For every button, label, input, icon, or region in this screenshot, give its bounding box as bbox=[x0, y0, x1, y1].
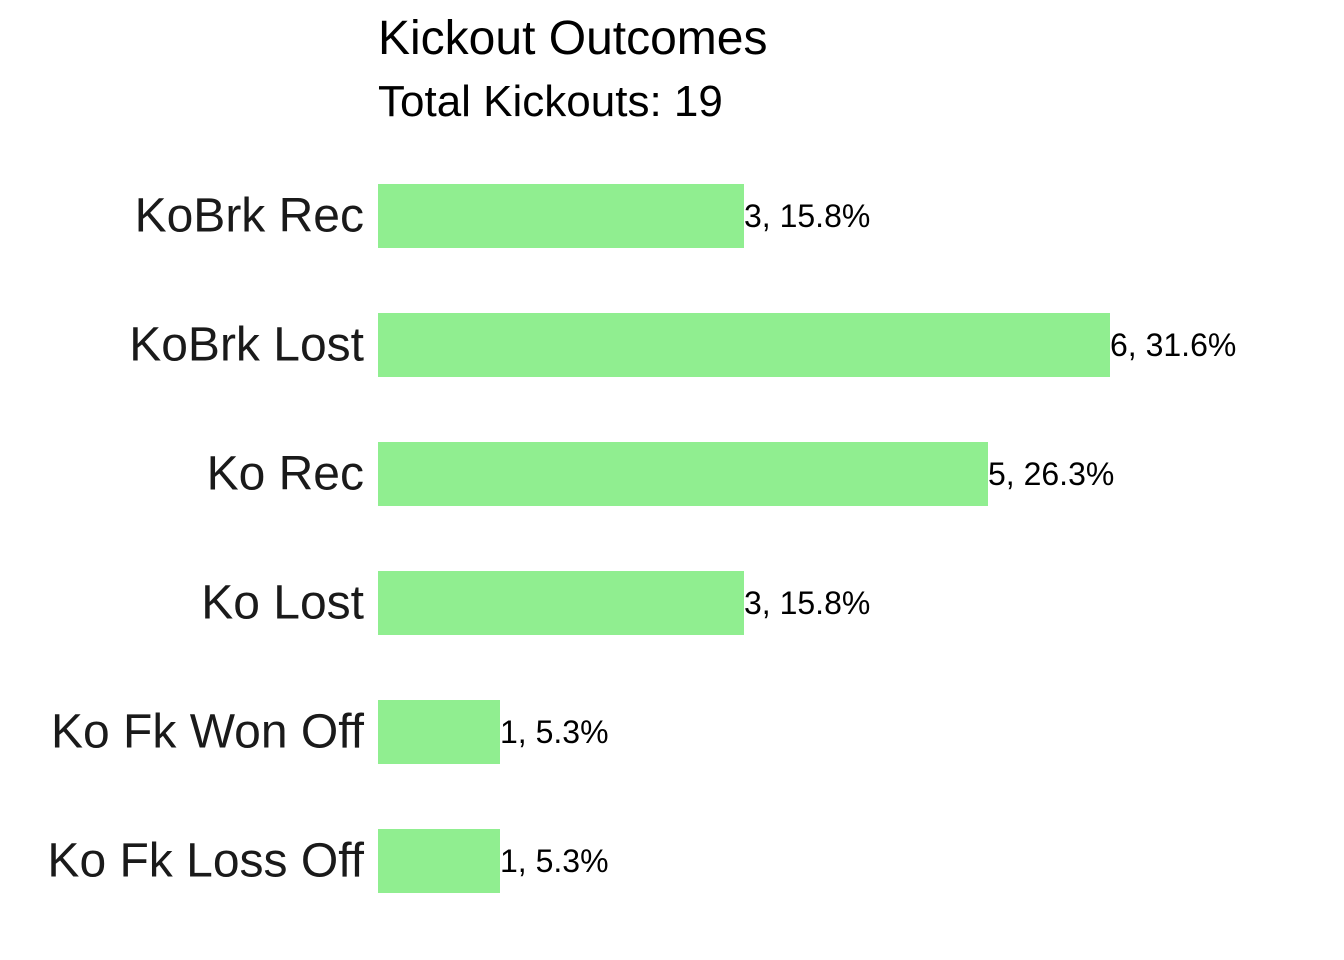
bar-ko-fk-won-off bbox=[378, 700, 500, 764]
bar-kobrk-rec bbox=[378, 184, 744, 248]
y-tick-label-group: KoBrk Rec KoBrk Lost Ko Rec Ko Lost Ko Fk Wo… bbox=[47, 190, 364, 888]
y-tick-label: Ko Rec bbox=[207, 448, 364, 501]
bar-group bbox=[378, 184, 1110, 893]
data-label: 1, 5.3% bbox=[500, 843, 609, 879]
chart-title: Kickout Outcomes bbox=[378, 12, 767, 65]
bar-kobrk-lost bbox=[378, 313, 1110, 377]
data-label: 1, 5.3% bbox=[500, 714, 609, 750]
data-label-group: 3, 15.8% 6, 31.6% 5, 26.3% 3, 15.8% 1, 5.3% 1… bbox=[500, 198, 1236, 879]
y-tick-label: Ko Fk Won Off bbox=[51, 706, 365, 759]
bar-ko-rec bbox=[378, 442, 988, 506]
bar-ko-lost bbox=[378, 571, 744, 635]
data-label: 5, 26.3% bbox=[988, 456, 1114, 492]
y-tick-label: Ko Lost bbox=[201, 577, 364, 630]
y-tick-label: Ko Fk Loss Off bbox=[47, 835, 364, 888]
y-tick-label: KoBrk Rec bbox=[135, 190, 364, 243]
bar-ko-fk-loss-off bbox=[378, 829, 500, 893]
data-label: 3, 15.8% bbox=[744, 198, 870, 234]
y-tick-label: KoBrk Lost bbox=[129, 319, 364, 372]
chart-subtitle: Total Kickouts: 19 bbox=[378, 77, 723, 126]
data-label: 3, 15.8% bbox=[744, 585, 870, 621]
data-label: 6, 31.6% bbox=[1110, 327, 1236, 363]
